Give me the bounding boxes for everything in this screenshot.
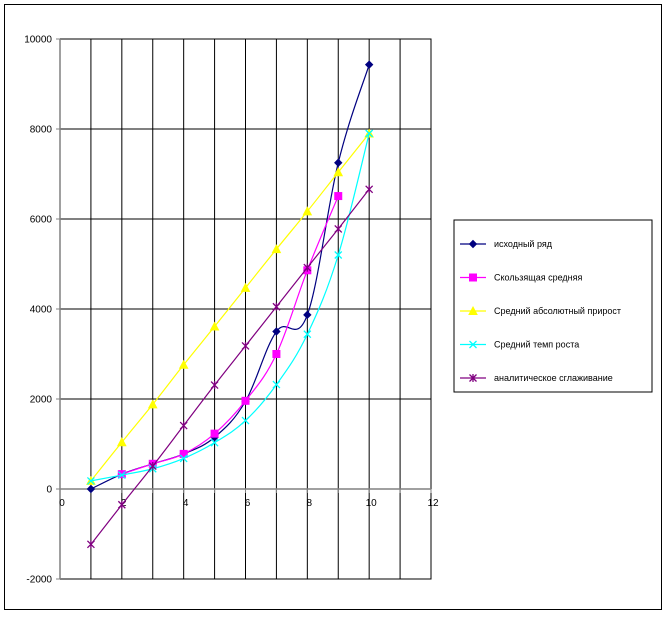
x-tick-label: 6 bbox=[245, 498, 251, 509]
x-tick-label: 8 bbox=[307, 498, 313, 509]
data-point bbox=[272, 327, 281, 336]
data-point bbox=[117, 437, 127, 447]
data-point bbox=[209, 321, 220, 331]
series-5 bbox=[86, 185, 374, 549]
data-point bbox=[179, 421, 188, 430]
data-point bbox=[210, 438, 219, 447]
series-group bbox=[86, 60, 374, 549]
x-tick-label: 0 bbox=[59, 498, 65, 509]
data-point bbox=[364, 60, 374, 69]
data-point bbox=[178, 359, 189, 369]
legend-label: Скользящая средняя bbox=[494, 273, 582, 283]
legend-entry: Скользящая средняя bbox=[460, 273, 582, 283]
data-point bbox=[117, 471, 126, 480]
legend-box bbox=[453, 219, 653, 393]
legend-marker bbox=[469, 340, 477, 349]
y-tick-label: 4000 bbox=[30, 305, 53, 316]
data-point bbox=[147, 399, 158, 409]
legend-label: аналитическое сглаживание bbox=[494, 373, 613, 383]
data-point bbox=[365, 185, 374, 194]
data-point bbox=[86, 540, 95, 549]
legend-entry: аналитическое сглаживание bbox=[460, 373, 613, 383]
x-tick-label: 10 bbox=[366, 498, 378, 509]
series-line bbox=[90, 133, 370, 482]
data-point bbox=[303, 263, 312, 272]
data-point bbox=[272, 380, 281, 389]
axes bbox=[56, 38, 432, 580]
data-point bbox=[303, 310, 312, 320]
data-point bbox=[117, 500, 126, 509]
legend-label: Средний абсолютный прирост bbox=[494, 306, 621, 316]
y-tick-label: 6000 bbox=[30, 215, 53, 226]
legend-label: исходный ряд bbox=[494, 239, 553, 249]
legend-entry: Средний темп роста bbox=[460, 340, 579, 350]
legend-entry: Средний абсолютный прирост bbox=[460, 305, 621, 316]
data-point bbox=[272, 350, 281, 358]
data-point bbox=[334, 251, 343, 259]
x-tick-label: 12 bbox=[427, 498, 439, 509]
data-point bbox=[86, 476, 95, 485]
data-point bbox=[334, 158, 343, 167]
legend-marker bbox=[469, 374, 477, 382]
x-tick-label: 2 bbox=[121, 498, 127, 509]
legend-marker bbox=[468, 305, 478, 315]
data-point bbox=[240, 282, 251, 292]
y-tick-label: 0 bbox=[46, 485, 52, 496]
y-tick-label: 10000 bbox=[24, 35, 52, 46]
data-point bbox=[271, 244, 282, 254]
data-point bbox=[241, 396, 250, 405]
data-point bbox=[302, 206, 313, 216]
data-point bbox=[333, 167, 344, 177]
y-tick-label: -2000 bbox=[26, 575, 52, 586]
data-point bbox=[210, 429, 219, 438]
y-tick-label: 2000 bbox=[30, 395, 53, 406]
y-tick-label: 8000 bbox=[30, 125, 53, 136]
y-tick-labels: -2000 0 2000 4000 6000 8000 10000 bbox=[24, 35, 52, 586]
data-point bbox=[365, 129, 374, 138]
data-point bbox=[210, 381, 219, 390]
series-line bbox=[90, 133, 370, 482]
legend-marker bbox=[469, 273, 477, 282]
data-point bbox=[148, 462, 157, 471]
data-point bbox=[303, 330, 312, 339]
x-tick-labels: 0 2 4 6 8 10 12 bbox=[59, 498, 439, 509]
legend-entry: исходный ряд bbox=[460, 239, 553, 249]
data-point bbox=[179, 454, 188, 463]
data-point bbox=[334, 224, 343, 233]
legend-label: Средний темп роста bbox=[494, 340, 579, 350]
x-tick-label: 4 bbox=[183, 498, 189, 509]
data-point bbox=[241, 416, 250, 425]
data-point bbox=[86, 484, 96, 494]
data-point bbox=[334, 192, 343, 201]
series-line bbox=[90, 188, 370, 545]
data-point bbox=[179, 449, 188, 458]
legend: исходный ряд Скользящая средняя Средний аб… bbox=[453, 219, 653, 393]
legend-marker bbox=[468, 239, 478, 249]
data-point bbox=[241, 341, 250, 350]
data-point bbox=[272, 302, 281, 311]
